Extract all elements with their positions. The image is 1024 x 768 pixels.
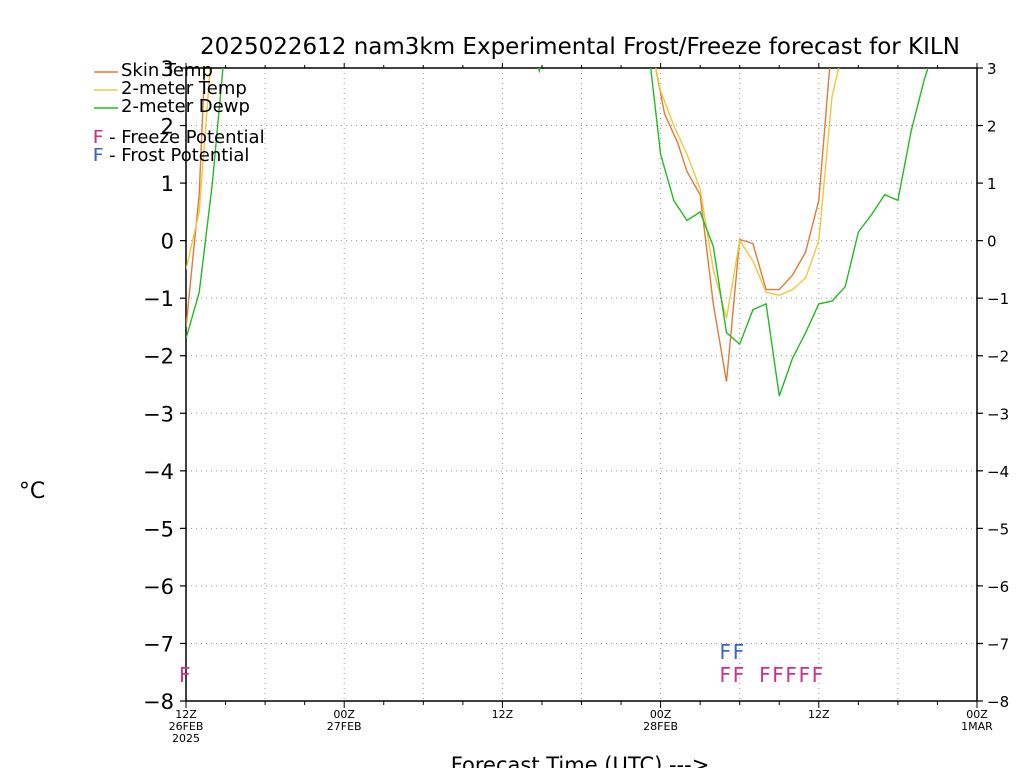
y-tick-label-right: −2 (987, 348, 1009, 366)
series-lines (186, 68, 929, 397)
freeze-marker: F (759, 663, 771, 687)
freeze-marker: F (179, 663, 191, 687)
legend-label: Skin Temp (121, 60, 213, 81)
y-tick-label-left: 3 (161, 57, 174, 81)
x-tick-label: 12Z (808, 708, 830, 721)
freeze-marker: F (720, 663, 732, 687)
freeze-marker: F (812, 663, 824, 687)
freeze-marker: F (785, 663, 797, 687)
y-tick-label-right: 0 (987, 233, 997, 251)
y-tick-label-left: −7 (143, 632, 174, 656)
series-line-2-meter-dewp (186, 68, 929, 397)
freeze-marker: F (772, 663, 784, 687)
y-tick-label-left: −6 (143, 575, 174, 599)
x-tick-label: 12Z (492, 708, 514, 721)
x-tick-label: 00Z (333, 708, 355, 721)
x-axis-label: Forecast Time (UTC) ---> (451, 753, 710, 768)
freeze-marker: F (733, 663, 745, 687)
y-tick-label-right: −3 (987, 405, 1009, 423)
x-tick-label: 27FEB (327, 720, 362, 733)
x-tick-label: 2025 (172, 732, 200, 745)
y-tick-label-right: 2 (987, 118, 997, 136)
y-tick-label-left: −2 (143, 345, 174, 369)
legend-label: 2-meter Temp (121, 78, 247, 99)
frost-marker: F (720, 640, 732, 664)
freeze-marker: F (799, 663, 811, 687)
x-tick-label: 12Z (175, 708, 197, 721)
y-tick-label-left: 1 (161, 172, 174, 196)
y-tick-label-left: −4 (143, 460, 174, 484)
series-line-2-meter-temp (186, 68, 840, 319)
potential-legend-marker: F (93, 145, 103, 166)
y-tick-label-right: −4 (987, 463, 1009, 481)
y-tick-label-right: 3 (987, 60, 997, 78)
x-tick-label: 00Z (966, 708, 988, 721)
y-tick-label-right: −1 (987, 290, 1009, 308)
plot-area: 3 3 2 2 1 1 0 0 −1 −1 −2 −2 −3 −3 −4 −4 −5 −5 −6 −6 −7 −7 −8 −8… (93, 57, 1009, 745)
y-tick-label-left: −3 (143, 402, 174, 426)
x-tick-label: 1MAR (961, 720, 993, 733)
potential-legend-marker: F (93, 127, 103, 148)
x-tick-label: 26FEB (169, 720, 204, 733)
y-tick-label-right: −8 (987, 693, 1009, 711)
y-tick-label-left: −5 (143, 517, 174, 541)
y-axis-label: °C (19, 479, 45, 504)
y-tick-label-left: −1 (143, 287, 174, 311)
y-tick-label-right: −7 (987, 635, 1009, 653)
x-tick-label: 28FEB (643, 720, 678, 733)
series-line-skin-temp (186, 68, 831, 382)
y-tick-label-right: −6 (987, 578, 1009, 596)
y-tick-label-left: −8 (143, 690, 174, 714)
potential-legend-label: F - Frost Potential (93, 145, 249, 166)
x-tick-label: 00Z (650, 708, 672, 721)
y-tick-label-left: 2 (161, 115, 174, 139)
y-tick-label-right: −5 (987, 520, 1009, 538)
chart-title: 2025022612 nam3km Experimental Frost/Fre… (200, 34, 960, 60)
potential-legend-label: F - Freeze Potential (93, 127, 265, 148)
frost-marker: F (733, 640, 745, 664)
y-tick-label-left: 0 (161, 230, 174, 254)
legend-label: 2-meter Dewp (121, 96, 250, 117)
plot-frame (185, 67, 978, 702)
y-tick-label-right: 1 (987, 175, 997, 193)
